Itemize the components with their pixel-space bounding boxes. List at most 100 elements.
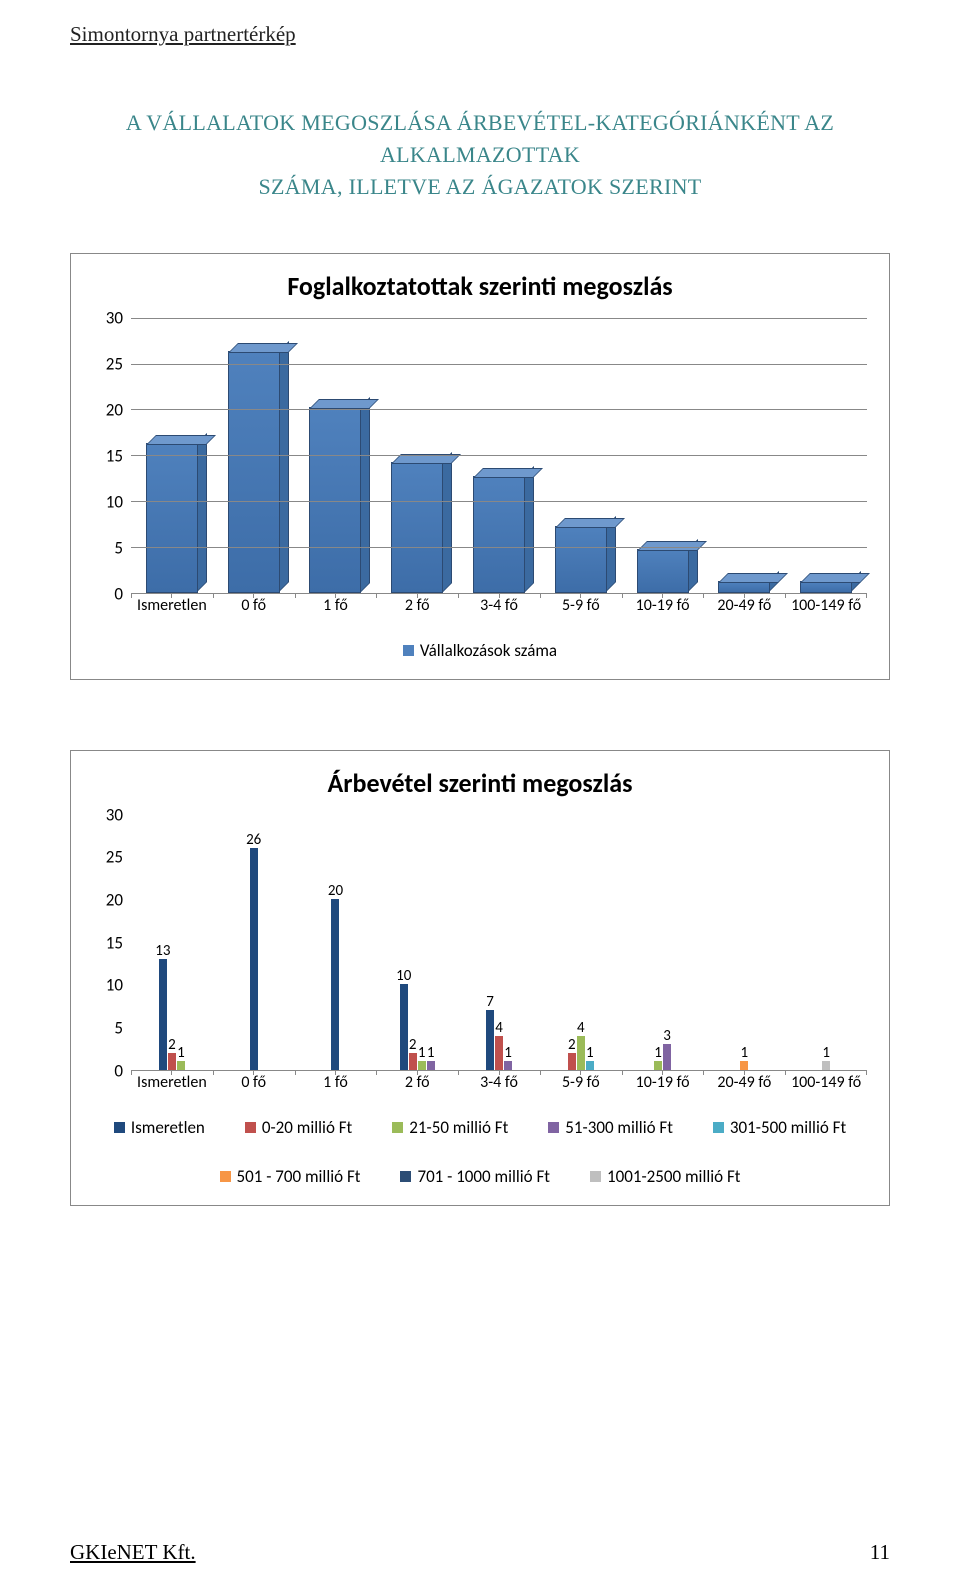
chart2-legend-item: 701 - 1000 millió Ft — [400, 1166, 550, 1187]
chart1-x-label: 10-19 fő — [622, 596, 704, 618]
chart2-x-label: 10-19 fő — [622, 1073, 704, 1095]
chart2-legend-label: 0-20 millió Ft — [262, 1117, 352, 1138]
chart2-legend-item: 501 - 700 millió Ft — [220, 1166, 361, 1187]
title-line-1: A VÁLLALATOK MEGOSZLÁSA ÁRBEVÉTEL-KATEGÓ… — [126, 110, 834, 167]
footer-left: GKIeNET Kft. — [70, 1540, 196, 1565]
chart2-legend-swatch — [548, 1122, 559, 1133]
chart1-bar — [228, 353, 280, 592]
chart2-x-label: Ismeretlen — [131, 1073, 213, 1095]
chart2-bar: 3 — [663, 1044, 671, 1070]
chart2-bar-value: 1 — [586, 1046, 594, 1061]
chart1-bar — [800, 583, 852, 592]
chart2-bar-value: 2 — [168, 1038, 176, 1053]
chart2-bar: 1 — [654, 1061, 662, 1070]
chart2-bar: 1 — [177, 1061, 185, 1070]
chart2-bar-value: 3 — [663, 1029, 671, 1044]
chart2-bar: 1 — [504, 1061, 512, 1070]
chart1-plot-area — [131, 318, 867, 594]
chart2-y-tick: 30 — [106, 804, 123, 825]
chart2-bar: 1 — [740, 1061, 748, 1070]
chart2-x-label: 20-49 fő — [703, 1073, 785, 1095]
chart2-legend-item: 301-500 millió Ft — [713, 1117, 846, 1138]
chart2-bar: 1 — [427, 1061, 435, 1070]
chart1-x-axis: Ismeretlen0 fő1 fő2 fő3-4 fő5-9 fő10-19 … — [131, 596, 867, 618]
chart2-legend-item: 51-300 millió Ft — [548, 1117, 673, 1138]
chart1-x-label: 100-149 fő — [785, 596, 867, 618]
chart2-x-label: 1 fő — [295, 1073, 377, 1095]
chart2-bar-value: 4 — [577, 1021, 585, 1036]
title-line-2: SZÁMA, ILLETVE AZ ÁGAZATOK SZERINT — [258, 174, 701, 199]
chart1-legend-label: Vállalkozások száma — [420, 640, 557, 661]
chart1-y-tick: 0 — [114, 583, 123, 604]
chart2-y-tick: 20 — [106, 890, 123, 911]
chart2-title: Árbevétel szerinti megoszlás — [85, 767, 875, 799]
chart2-legend-item: Ismeretlen — [114, 1117, 205, 1138]
chart2-legend-label: 501 - 700 millió Ft — [237, 1166, 361, 1187]
chart2-bar-value: 7 — [486, 995, 494, 1010]
chart1-legend-swatch — [403, 645, 414, 656]
chart2-bar: 2 — [409, 1053, 417, 1070]
chart1-x-label: 2 fő — [376, 596, 458, 618]
chart2-y-tick: 5 — [114, 1018, 123, 1039]
chart1-y-tick: 5 — [114, 537, 123, 558]
chart2-bar: 20 — [331, 899, 339, 1070]
chart2-legend-item: 21-50 millió Ft — [392, 1117, 508, 1138]
running-header: Simontornya partnertérkép — [70, 22, 890, 47]
chart2-legend-swatch — [400, 1171, 411, 1182]
chart2-plot: 051015202530 13212620102117412411311 Ism… — [85, 815, 875, 1095]
chart2-bar-value: 13 — [155, 944, 170, 959]
chart2-bar-value: 2 — [568, 1038, 576, 1053]
chart1-x-label: 1 fő — [295, 596, 377, 618]
chart2-legend-item: 1001-2500 millió Ft — [590, 1166, 740, 1187]
chart2-legend-label: 1001-2500 millió Ft — [607, 1166, 740, 1187]
chart2-bar: 4 — [495, 1036, 503, 1070]
chart2-bar-value: 1 — [654, 1046, 662, 1061]
chart1-bar — [718, 583, 770, 592]
chart2-bar: 7 — [486, 1010, 494, 1070]
chart2-bar-value: 20 — [328, 884, 343, 899]
chart2-bar: 2 — [168, 1053, 176, 1070]
chart2-bar-groups: 13212620102117412411311 — [131, 815, 867, 1070]
chart1-x-label: 5-9 fő — [540, 596, 622, 618]
chart2-bar: 1 — [822, 1061, 830, 1070]
chart1-y-tick: 25 — [106, 353, 123, 374]
chart2-bar: 26 — [250, 848, 258, 1070]
chart2-legend-label: 51-300 millió Ft — [565, 1117, 673, 1138]
chart2-bar-value: 2 — [409, 1038, 417, 1053]
chart2-legend-label: 301-500 millió Ft — [730, 1117, 846, 1138]
chart2-bar-value: 1 — [822, 1046, 830, 1061]
chart1-y-tick: 20 — [106, 399, 123, 420]
chart2-y-tick: 10 — [106, 975, 123, 996]
chart2-legend-swatch — [245, 1122, 256, 1133]
document-title: A VÁLLALATOK MEGOSZLÁSA ÁRBEVÉTEL-KATEGÓ… — [70, 107, 890, 203]
chart2-plot-area: 13212620102117412411311 — [131, 815, 867, 1071]
chart1-y-tick: 15 — [106, 445, 123, 466]
chart1-y-tick: 10 — [106, 491, 123, 512]
chart1-legend: Vállalkozások száma — [85, 640, 875, 661]
chart2-y-axis: 051015202530 — [85, 815, 129, 1071]
chart2-x-label: 5-9 fő — [540, 1073, 622, 1095]
chart2-y-tick: 25 — [106, 847, 123, 868]
chart2-bar: 13 — [159, 959, 167, 1070]
chart2-bar-value: 1 — [741, 1046, 749, 1061]
chart1-x-label: 3-4 fő — [458, 596, 540, 618]
chart2-bar: 1 — [586, 1061, 594, 1070]
chart1-title: Foglalkoztatottak szerinti megoszlás — [85, 270, 875, 302]
chart1-x-label: 20-49 fő — [703, 596, 785, 618]
chart2-legend-label: Ismeretlen — [131, 1117, 205, 1138]
chart1-y-tick: 30 — [106, 307, 123, 328]
chart2-bar-value: 1 — [177, 1046, 185, 1061]
chart2-bar-value: 26 — [246, 833, 261, 848]
chart2-legend-item: 0-20 millió Ft — [245, 1117, 352, 1138]
chart2-legend-swatch — [114, 1122, 125, 1133]
chart1-x-label: 0 fő — [213, 596, 295, 618]
chart2-y-tick: 15 — [106, 932, 123, 953]
page: Simontornya partnertérkép A VÁLLALATOK M… — [0, 0, 960, 1589]
chart2-bar-value: 1 — [504, 1046, 512, 1061]
chart2-bar-value: 1 — [427, 1046, 435, 1061]
chart2-x-label: 3-4 fő — [458, 1073, 540, 1095]
chart1-plot: 051015202530 Ismeretlen0 fő1 fő2 fő3-4 f… — [85, 318, 875, 618]
chart2-legend-swatch — [590, 1171, 601, 1182]
chart2-x-label: 100-149 fő — [785, 1073, 867, 1095]
chart2-y-tick: 0 — [114, 1060, 123, 1081]
